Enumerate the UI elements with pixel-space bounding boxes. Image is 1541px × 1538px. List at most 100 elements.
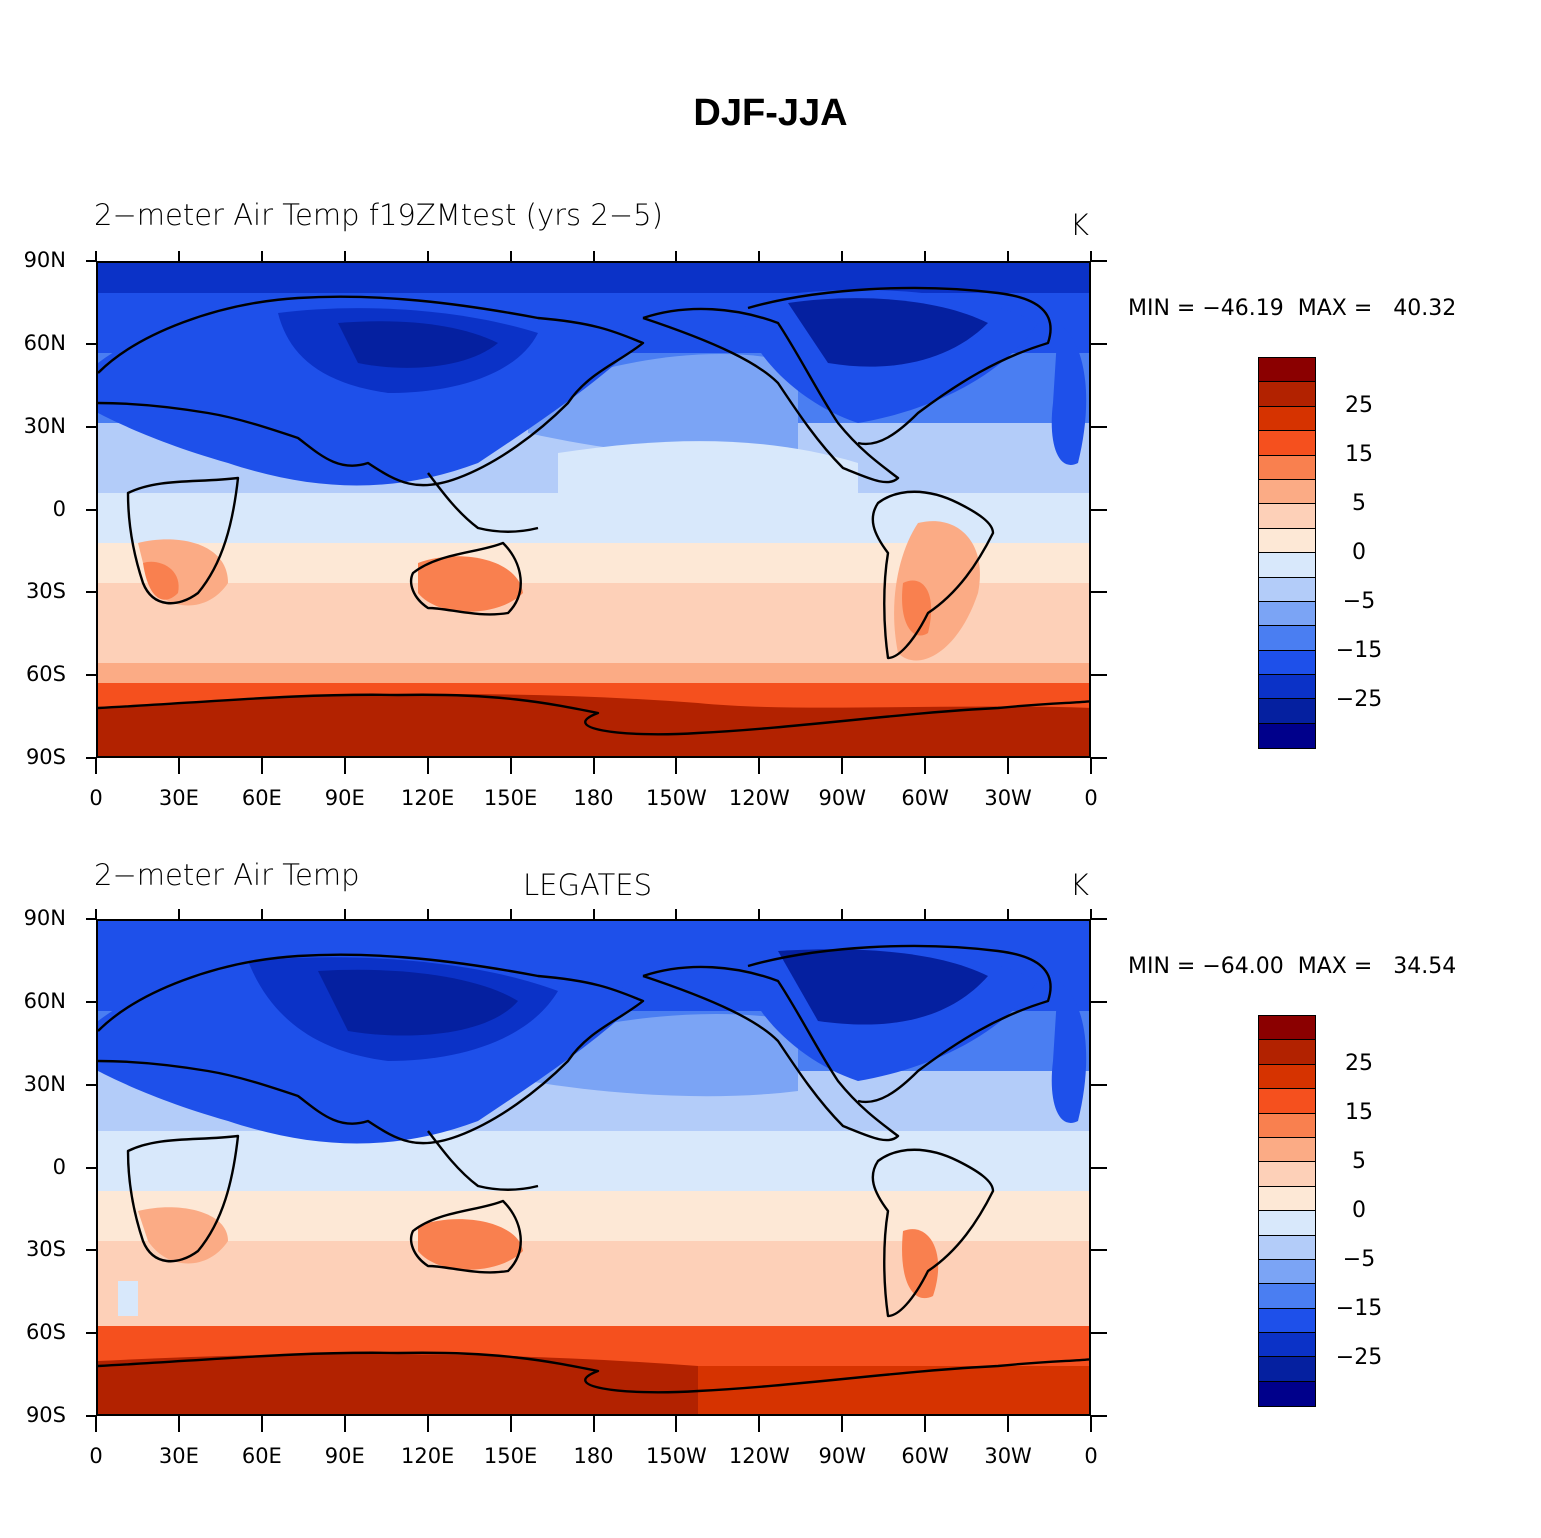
lon-tick xyxy=(675,909,678,919)
lat-tick xyxy=(86,1000,96,1003)
lat-tick-label: 60S xyxy=(25,662,66,687)
lat-tick xyxy=(1091,757,1107,759)
lon-tick xyxy=(343,909,346,919)
lon-tick-label: 0 xyxy=(1084,786,1098,810)
lon-tick xyxy=(426,251,429,261)
colorbar-label: −5 xyxy=(1342,589,1376,614)
lon-tick xyxy=(509,909,512,919)
lon-tick-label: 30E xyxy=(158,1444,199,1468)
lon-tick xyxy=(260,251,263,261)
lat-tick xyxy=(1091,342,1107,345)
min-max-readout: MIN = −46.19 MAX = 40.32 xyxy=(1128,296,1457,321)
colorbar-label: −25 xyxy=(1335,687,1383,712)
lon-tick xyxy=(343,251,346,261)
colorbar-swatch xyxy=(1259,1186,1315,1212)
lat-tick xyxy=(86,425,96,428)
lon-tick-label: 150E xyxy=(483,786,538,810)
lon-tick-label: 180 xyxy=(573,786,614,810)
lon-tick xyxy=(841,1416,844,1432)
lon-tick-label: 150W xyxy=(645,1444,707,1468)
colorbar-swatch xyxy=(1259,1162,1315,1187)
colorbar-label: 25 xyxy=(1345,1051,1373,1076)
lon-tick xyxy=(841,758,844,774)
lon-tick-label: 60E xyxy=(241,1444,282,1468)
lon-tick xyxy=(95,251,97,261)
lon-tick xyxy=(426,909,429,919)
map-field xyxy=(98,263,1089,756)
lat-tick xyxy=(1091,1415,1107,1417)
panel-units: K xyxy=(1070,868,1090,902)
lon-tick xyxy=(592,909,595,919)
colorbar-label: 0 xyxy=(1352,540,1366,565)
colorbar-label: 5 xyxy=(1352,491,1366,516)
lat-tick xyxy=(86,1166,96,1169)
lon-tick xyxy=(758,1416,761,1432)
lat-tick-label: 30N xyxy=(23,1071,66,1096)
lon-tick xyxy=(260,758,263,774)
lon-tick-label: 60W xyxy=(901,1444,949,1468)
lat-tick-label: 0 xyxy=(52,1154,66,1179)
lon-tick-label: 30E xyxy=(158,786,199,810)
colorbar-swatch xyxy=(1259,1333,1315,1358)
lat-tick xyxy=(86,1332,96,1335)
map-field xyxy=(98,921,1089,1414)
lon-tick xyxy=(924,758,927,774)
lon-tick-label: 90E xyxy=(324,786,365,810)
lat-tick xyxy=(86,1083,96,1086)
colorbar-swatch xyxy=(1259,1357,1315,1382)
colorbar-swatch xyxy=(1259,1211,1315,1236)
colorbar-swatch xyxy=(1259,601,1315,627)
lat-tick xyxy=(86,342,96,345)
lon-tick-label: 0 xyxy=(1084,1444,1098,1468)
lat-tick xyxy=(1091,918,1107,920)
colorbar-label: −15 xyxy=(1335,1296,1383,1321)
lon-tick-label: 30W xyxy=(984,786,1032,810)
lon-tick xyxy=(758,758,761,774)
colorbar xyxy=(1258,357,1316,749)
colorbar-swatch xyxy=(1259,1040,1315,1065)
lon-tick xyxy=(426,1416,429,1432)
colorbar-swatch xyxy=(1259,382,1315,407)
lat-tick xyxy=(1091,508,1107,511)
lat-tick xyxy=(1091,591,1107,594)
colorbar-swatch xyxy=(1259,553,1315,578)
panel-left-title: 2−meter Air Temp xyxy=(94,858,360,892)
lat-tick xyxy=(1091,1166,1107,1169)
lon-tick xyxy=(758,909,761,919)
lat-tick-label: 90N xyxy=(23,248,66,272)
colorbar-swatch xyxy=(1259,1284,1315,1309)
lon-tick xyxy=(177,251,180,261)
lon-tick-label: 0 xyxy=(89,786,103,810)
colorbar-label: 25 xyxy=(1345,393,1373,418)
lon-tick xyxy=(177,1416,180,1432)
colorbar-swatch xyxy=(1259,1137,1315,1163)
lon-tick-label: 120W xyxy=(728,786,790,810)
lon-tick xyxy=(924,909,927,919)
colorbar-swatch xyxy=(1259,1016,1315,1041)
colorbar-label: 15 xyxy=(1345,1100,1373,1125)
colorbar-swatch xyxy=(1259,455,1315,480)
lon-tick xyxy=(675,251,678,261)
lon-tick xyxy=(260,1416,263,1432)
lon-tick-label: 90W xyxy=(818,1444,867,1468)
lat-tick xyxy=(1091,425,1107,428)
lon-tick-label: 60E xyxy=(241,786,282,810)
lon-tick xyxy=(675,758,678,774)
min-max-readout: MIN = −64.00 MAX = 34.54 xyxy=(1128,954,1457,979)
lat-tick xyxy=(86,260,96,262)
colorbar-label: 0 xyxy=(1352,1198,1366,1223)
lon-tick xyxy=(1007,251,1010,261)
colorbar-swatch xyxy=(1259,723,1315,749)
panel-observations: 2−meter Air Temp LEGATES K xyxy=(0,658,1541,1416)
colorbar-swatch xyxy=(1259,699,1315,724)
lat-tick-label: 60S xyxy=(25,1320,66,1345)
colorbar-swatch xyxy=(1259,1259,1315,1285)
lon-tick xyxy=(1090,1416,1092,1432)
lon-tick xyxy=(426,758,429,774)
temperature-map xyxy=(96,919,1091,1416)
lon-tick xyxy=(509,251,512,261)
lon-tick xyxy=(592,251,595,261)
colorbar-swatch xyxy=(1259,1235,1315,1260)
temperature-map xyxy=(96,261,1091,758)
colorbar-label: −15 xyxy=(1335,638,1383,663)
